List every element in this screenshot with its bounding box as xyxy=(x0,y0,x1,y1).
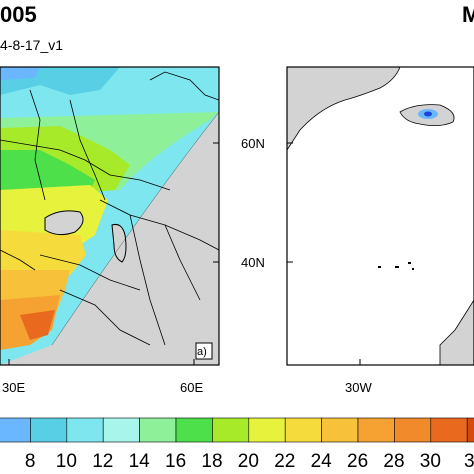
colorbar-swatch xyxy=(321,417,359,443)
colorbar-swatch xyxy=(466,417,474,443)
colorbar-swatch xyxy=(284,417,322,443)
left-map xyxy=(0,67,219,365)
lon-tick-30w: 30W xyxy=(345,380,372,395)
colorbar-swatch xyxy=(212,417,250,443)
left-title: 005 xyxy=(0,2,37,27)
right-title: M xyxy=(462,2,474,27)
colorbar-label: 26 xyxy=(347,451,369,472)
colorbar-label-trailing: 3 xyxy=(464,451,474,472)
colorbar-swatch xyxy=(357,417,395,443)
colorbar-label: 30 xyxy=(419,451,441,472)
colorbar-label: 10 xyxy=(55,451,77,472)
colorbar-swatch xyxy=(248,417,286,443)
greenland-land xyxy=(287,67,401,151)
colorbar-swatch xyxy=(0,417,31,443)
lat-tick-40n: 40N xyxy=(241,255,265,270)
colorbar-swatch xyxy=(430,417,468,443)
lon-tick-60e: 60E xyxy=(180,380,204,395)
colorbar-swatch xyxy=(102,417,140,443)
colorbar-label: 16 xyxy=(165,451,187,472)
colorbar-swatch xyxy=(139,417,177,443)
colorbar-label: 28 xyxy=(383,451,405,472)
colorbar-swatch xyxy=(175,417,213,443)
right-map xyxy=(287,67,474,365)
colorbar-label: 24 xyxy=(310,451,332,472)
colorbar xyxy=(0,417,474,443)
lon-tick-30e: 30E xyxy=(2,380,26,395)
colorbar-label: 12 xyxy=(92,451,114,472)
panel-label: a) xyxy=(197,346,207,358)
colorbar-label: 8 xyxy=(24,451,36,472)
lat-tick-60n: 60N xyxy=(241,136,265,151)
colorbar-swatch xyxy=(30,417,68,443)
colorbar-swatch xyxy=(66,417,104,443)
colorbar-label: 14 xyxy=(128,451,150,472)
colorbar-label: 22 xyxy=(274,451,296,472)
colorbar-label: 20 xyxy=(237,451,259,472)
colorbar-swatch xyxy=(394,417,432,443)
left-subtitle: 4-8-17_v1 xyxy=(0,37,64,53)
colorbar-label: 18 xyxy=(201,451,223,472)
